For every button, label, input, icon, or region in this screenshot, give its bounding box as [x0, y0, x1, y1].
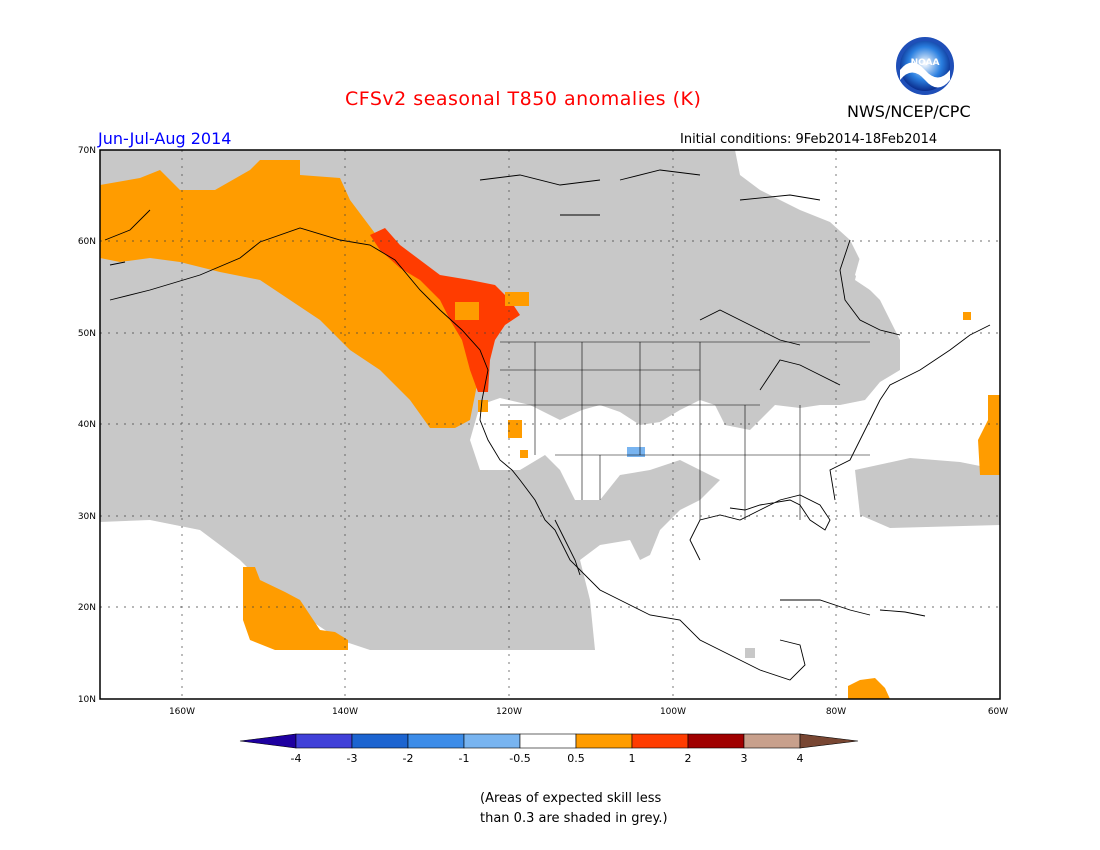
lat-tick-60: 60N	[78, 237, 96, 247]
colorbar: -4 -3 -2 -1 -0.5 0.5 1 2 3 4	[239, 733, 859, 765]
colorbar-label: 2	[685, 752, 692, 765]
lon-tick-120w: 120W	[496, 707, 522, 717]
coastlines	[104, 169, 991, 681]
agency-label: NWS/NCEP/CPC	[847, 102, 971, 121]
longitude-ticks: 160W 140W 120W 100W 80W 60W	[169, 707, 1008, 717]
atlantic-anomaly	[978, 395, 1000, 475]
colorbar-swatch-05-1	[575, 733, 633, 749]
lat-tick-40: 40N	[78, 420, 96, 430]
lon-tick-80w: 80W	[826, 707, 846, 717]
colorbar-label: -2	[403, 752, 414, 765]
colorbar-label: 1	[629, 752, 636, 765]
lon-tick-140w: 140W	[332, 707, 358, 717]
map-panel	[100, 150, 1000, 699]
colorado-cool-anomaly	[627, 447, 645, 457]
lon-tick-100w: 100W	[660, 707, 686, 717]
initial-conditions-label: Initial conditions: 9Feb2014-18Feb2014	[680, 132, 938, 147]
no-shading-northeast	[830, 150, 1000, 370]
alaska-anomaly	[100, 160, 478, 428]
pacific-northwest-anomaly	[370, 228, 520, 392]
lat-tick-10: 10N	[78, 695, 96, 705]
colorbar-swatch-1-2	[631, 733, 689, 749]
colorbar-swatch-gt-4	[799, 733, 859, 749]
season-label: Jun-Jul-Aug 2014	[98, 129, 232, 148]
graticule	[100, 150, 1000, 699]
colorbar-label: -0.5	[509, 752, 530, 765]
hawaii-anomaly	[243, 567, 348, 650]
chart-title: CFSv2 seasonal T850 anomalies (K)	[345, 88, 702, 110]
colorbar-swatch-n3-n2	[351, 733, 409, 749]
colorbar-label: 3	[741, 752, 748, 765]
lon-tick-60w: 60W	[988, 707, 1008, 717]
colorbar-swatch-n05-05	[519, 733, 577, 749]
lat-tick-30: 30N	[78, 512, 96, 522]
noaa-logo: NOAA	[896, 37, 954, 95]
lon-tick-160w: 160W	[169, 707, 195, 717]
lat-tick-20: 20N	[78, 603, 96, 613]
colorbar-swatch-n2-n1	[407, 733, 465, 749]
colorbar-swatch-n4-n3	[295, 733, 353, 749]
noaa-logo-text: NOAA	[911, 58, 940, 68]
skill-note-line2: than 0.3 are shaded in grey.)	[480, 811, 668, 826]
colorbar-label: -1	[459, 752, 470, 765]
caribbean-anomaly	[848, 678, 890, 699]
skill-note-line1: (Areas of expected skill less	[480, 791, 662, 806]
lat-tick-70: 70N	[78, 146, 96, 156]
map-frame	[99, 149, 1001, 700]
colorbar-label: -3	[347, 752, 358, 765]
colorbar-swatch-2-3	[687, 733, 745, 749]
colorbar-label: 0.5	[567, 752, 585, 765]
colorbar-label: 4	[797, 752, 804, 765]
colorbar-swatch-n1-n05	[463, 733, 521, 749]
colorbar-swatch-3-4	[743, 733, 801, 749]
latitude-ticks: 70N 60N 50N 40N 30N 20N 10N	[78, 146, 96, 705]
colorbar-swatch-lt-4	[239, 733, 297, 749]
colorbar-label: -4	[291, 752, 302, 765]
state-borders	[500, 341, 870, 520]
lat-tick-50: 50N	[78, 329, 96, 339]
